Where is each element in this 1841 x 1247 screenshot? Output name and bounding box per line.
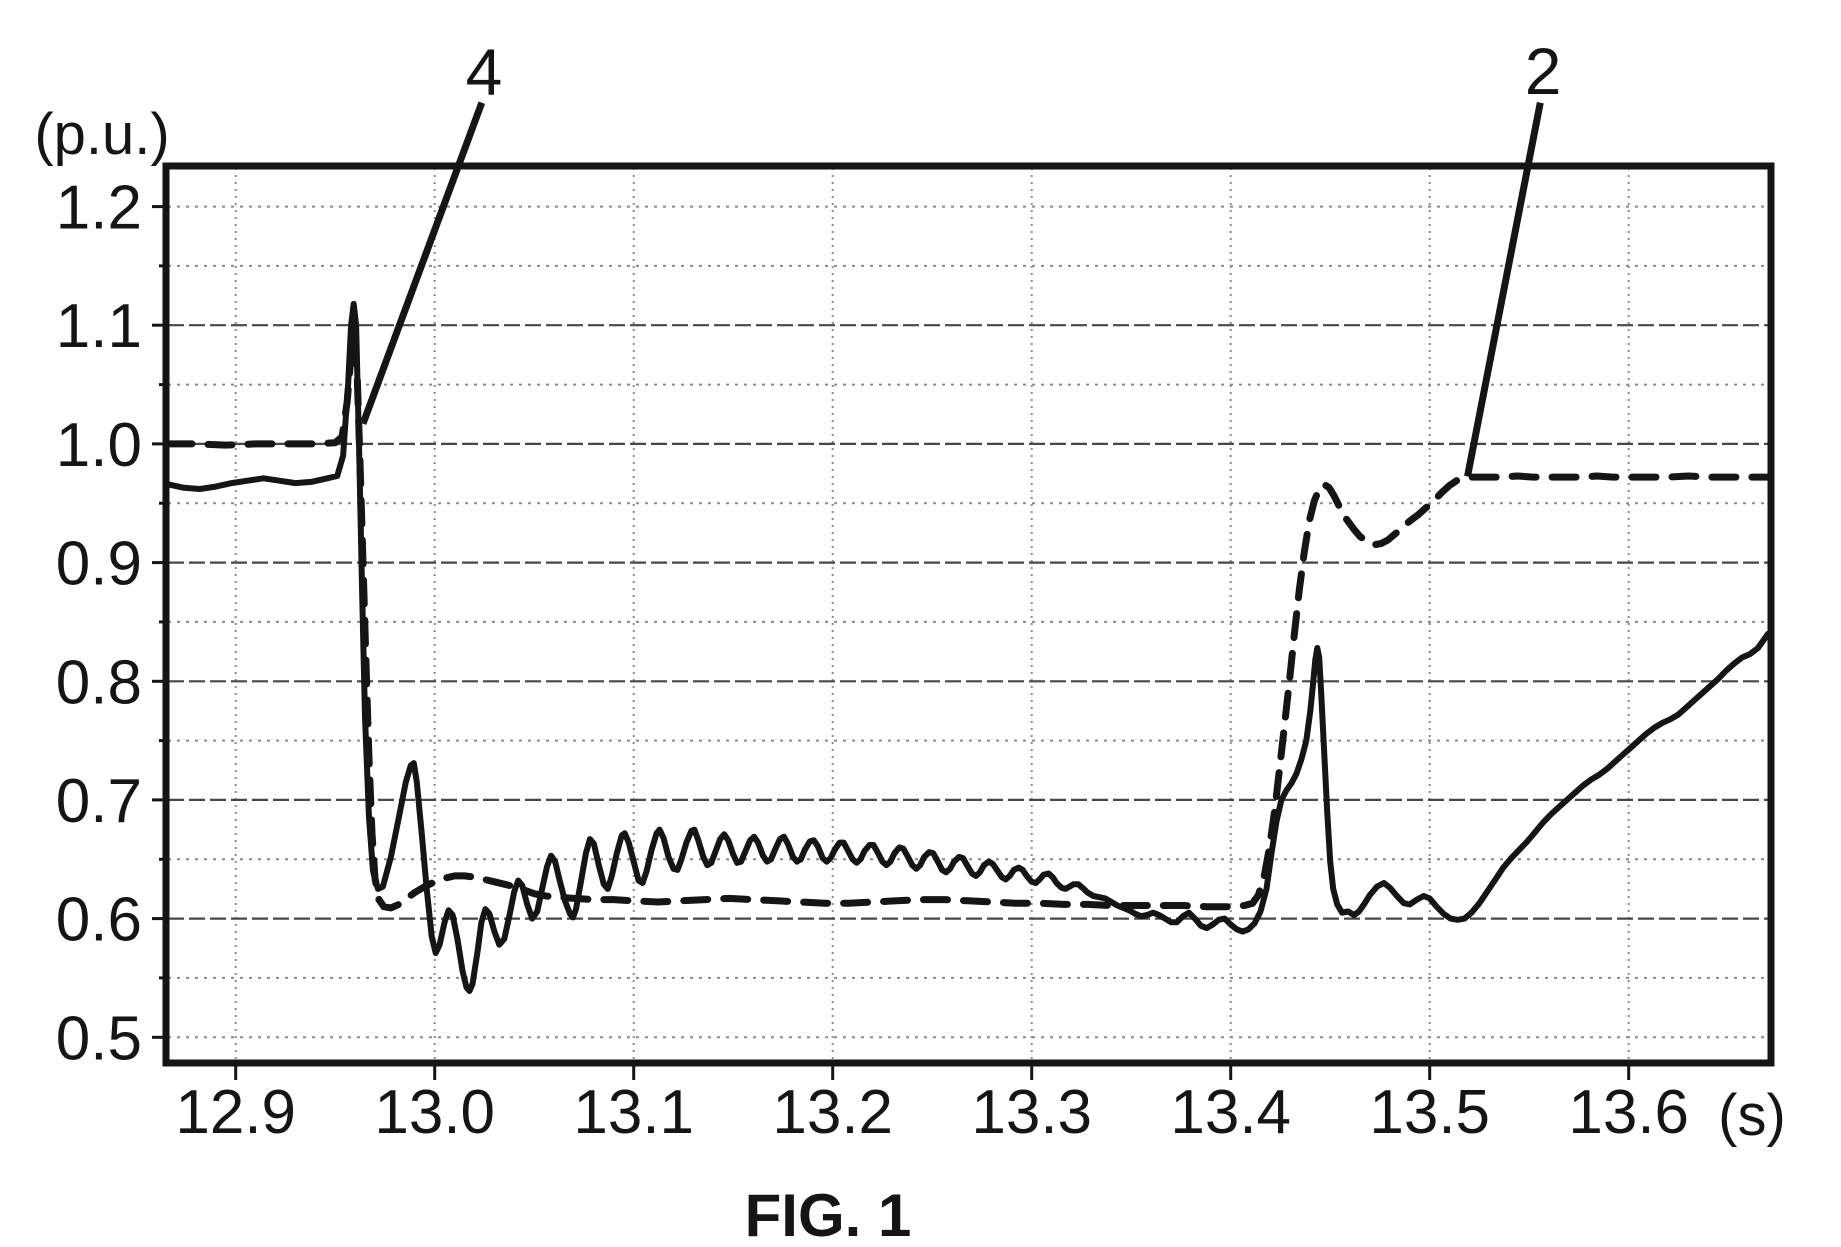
y-tick-label: 0.7 bbox=[56, 767, 142, 836]
plot-border bbox=[162, 162, 1775, 1067]
x-tick-label: 13.1 bbox=[573, 1078, 694, 1147]
y-tick-label: 0.8 bbox=[56, 648, 142, 717]
figure-caption: FIG. 1 bbox=[745, 1182, 912, 1247]
y-axis-labels: 1.2 1.1 1.0 0.9 0.8 0.7 0.6 0.5 bbox=[56, 174, 142, 1074]
curve-2-dashed bbox=[164, 333, 1772, 912]
y-tick-label: 1.0 bbox=[56, 411, 142, 480]
annotation-label-4: 4 bbox=[466, 35, 503, 109]
y-tick-label: 1.1 bbox=[56, 292, 142, 361]
leader-line-2 bbox=[1464, 102, 1544, 478]
x-tick-label: 13.5 bbox=[1369, 1078, 1490, 1147]
y-tick-label: 0.6 bbox=[56, 886, 142, 955]
x-tick-label: 13.2 bbox=[772, 1078, 893, 1147]
grid-horizontal-major bbox=[168, 324, 1768, 920]
y-tick-label: 0.5 bbox=[56, 1004, 142, 1073]
curve-4-solid bbox=[165, 300, 1771, 994]
x-tick-label: 13.0 bbox=[374, 1078, 495, 1147]
x-axis-labels: 12.9 13.0 13.1 13.2 13.3 13.4 13.5 13.6 bbox=[175, 1078, 1689, 1147]
grid-vertical bbox=[234, 168, 1630, 1061]
curve-4-solid-line bbox=[165, 300, 1771, 994]
curve-2-dashed-line bbox=[164, 333, 1772, 912]
x-axis-ticks bbox=[234, 1065, 1631, 1080]
x-axis-unit-label: (s) bbox=[1718, 1083, 1786, 1148]
y-tick-label: 0.9 bbox=[56, 530, 142, 599]
y-tick-label: 1.2 bbox=[56, 174, 142, 243]
x-tick-label: 13.6 bbox=[1568, 1078, 1689, 1147]
y-axis-unit-label: (p.u.) bbox=[34, 102, 169, 167]
x-tick-label: 13.4 bbox=[1170, 1078, 1291, 1147]
annotation-label-2: 2 bbox=[1525, 34, 1562, 108]
x-tick-label: 12.9 bbox=[175, 1078, 296, 1147]
x-tick-label: 13.3 bbox=[971, 1078, 1092, 1147]
leader-line-4 bbox=[359, 101, 486, 425]
grid-horizontal-minor bbox=[168, 205, 1768, 1039]
